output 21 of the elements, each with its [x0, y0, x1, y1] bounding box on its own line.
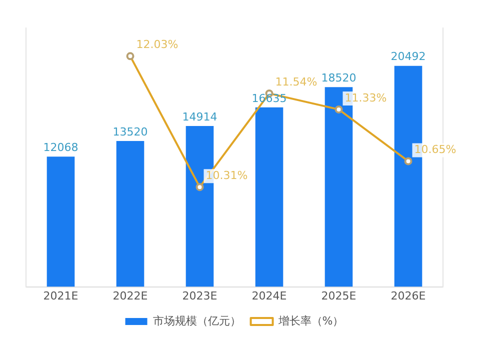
data-label: 20492: [390, 50, 426, 64]
data-label: 12068: [43, 141, 78, 154]
bar: [255, 107, 284, 287]
x-tick-label: 2022E: [112, 289, 148, 302]
data-label: 12.03%: [136, 38, 178, 52]
x-tick-label: 2023E: [182, 289, 218, 302]
data-label: 10.31%: [206, 168, 248, 182]
data-label: 11.54%: [275, 75, 318, 88]
x-tick-label: 2021E: [43, 289, 78, 302]
bar: [46, 156, 75, 287]
data-label: 10.65%: [414, 143, 456, 156]
bar: [116, 141, 144, 287]
x-tick-label: 2025E: [321, 289, 356, 302]
data-label: 11.33%: [344, 91, 387, 104]
x-tick-label: 2026E: [390, 289, 426, 302]
data-label: 18520: [321, 71, 356, 84]
x-tick-label: 2024E: [252, 289, 287, 302]
legend-label: 市场规模（亿元）: [152, 314, 241, 328]
data-label: 13520: [112, 125, 148, 138]
legend-label: 增长率（%）: [277, 314, 344, 328]
data-label: 14914: [182, 110, 218, 124]
